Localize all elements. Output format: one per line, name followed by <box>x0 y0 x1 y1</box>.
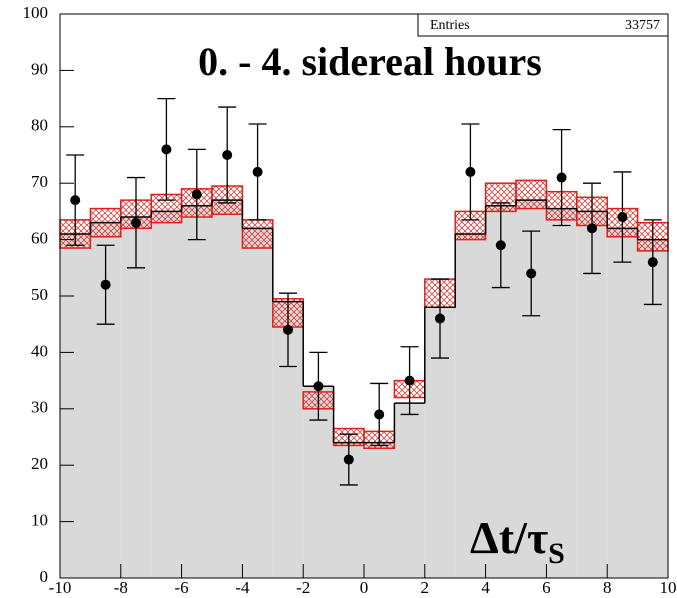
stats-box <box>417 13 669 37</box>
hist-bar <box>242 228 273 578</box>
x-tick-label: 2 <box>421 578 430 597</box>
y-tick-label: 100 <box>23 3 49 22</box>
hist-bar <box>546 208 577 578</box>
data-point <box>465 166 476 177</box>
data-point <box>526 268 537 279</box>
data-point <box>100 279 111 290</box>
data-point <box>374 409 385 420</box>
data-point <box>435 313 445 324</box>
x-tick-label: -8 <box>114 578 128 597</box>
data-point <box>222 150 233 160</box>
data-point <box>131 217 141 228</box>
stats-value: 33757 <box>625 18 660 33</box>
data-point <box>70 195 81 206</box>
y-tick-label: 10 <box>31 511 48 530</box>
data-point <box>252 166 263 177</box>
data-point <box>617 212 628 223</box>
x-label-main: Δt/τ <box>470 512 548 563</box>
band-box <box>241 219 274 249</box>
data-point <box>404 375 415 386</box>
x-tick-label: 10 <box>660 578 677 597</box>
band-box <box>515 179 548 210</box>
data-point <box>313 381 324 392</box>
x-tick-label: -10 <box>49 578 72 597</box>
x-tick-label: 0 <box>360 578 369 597</box>
x-tick-label: 6 <box>542 578 551 597</box>
y-tick-label: 60 <box>31 229 48 248</box>
x-tick-label: 4 <box>481 578 490 597</box>
data-point <box>283 324 293 335</box>
y-tick-label: 50 <box>31 285 48 304</box>
data-point <box>647 257 658 268</box>
x-tick-label: -6 <box>175 578 189 597</box>
x-tick-label: 8 <box>603 578 612 597</box>
y-tick-label: 40 <box>31 341 48 360</box>
x-label-sub: S <box>548 537 565 570</box>
chart-title: 0. - 4. sidereal hours <box>198 39 542 84</box>
data-point <box>343 454 354 465</box>
data-point <box>495 240 506 251</box>
hist-bar <box>60 233 91 578</box>
y-tick-label: 20 <box>31 454 48 473</box>
y-tick-label: 90 <box>31 59 48 78</box>
data-point <box>587 223 597 234</box>
x-tick-label: -4 <box>235 578 250 597</box>
data-point <box>191 189 202 200</box>
y-tick-label: 0 <box>40 567 49 586</box>
hist-bar <box>364 442 395 578</box>
x-tick-label: -2 <box>296 578 310 597</box>
stats-label: Entries <box>430 18 470 33</box>
data-point <box>556 172 567 183</box>
hist-bar <box>394 403 425 578</box>
hist-bar <box>607 228 638 578</box>
hist-bar <box>151 211 182 578</box>
y-tick-label: 80 <box>31 116 48 135</box>
y-tick-label: 70 <box>31 172 48 191</box>
data-point <box>161 144 172 155</box>
hist-bar <box>120 217 152 579</box>
hist-bar <box>181 205 212 578</box>
hist-bar <box>455 233 486 578</box>
x-axis-label: Δt/τS <box>470 512 565 570</box>
hist-bar <box>212 200 243 578</box>
y-tick-label: 30 <box>31 398 48 417</box>
